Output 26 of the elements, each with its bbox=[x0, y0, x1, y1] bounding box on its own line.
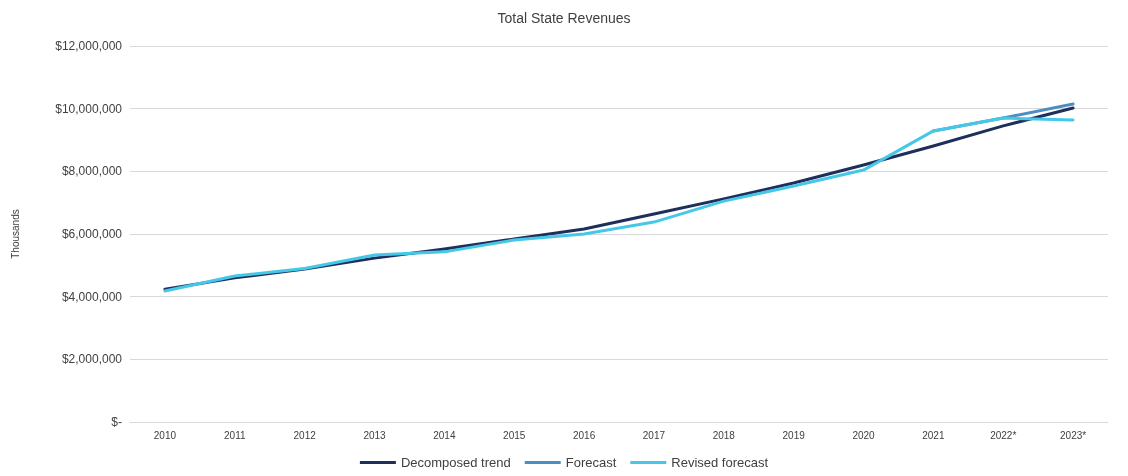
y-axis-title: Thousands bbox=[9, 209, 21, 259]
x-tick-label: 2019 bbox=[782, 429, 806, 441]
x-tick-label: 2015 bbox=[503, 429, 526, 441]
x-tick-label: 2016 bbox=[572, 429, 596, 441]
x-tick-label: 2011 bbox=[224, 429, 246, 441]
x-tick-label: 2013 bbox=[363, 429, 387, 441]
x-tick-label: 2012 bbox=[293, 429, 317, 441]
y-tick-label: $4,000,000 bbox=[61, 289, 123, 304]
y-tick-label: $10,000,000 bbox=[55, 101, 123, 116]
chart-title: Total State Revenues bbox=[497, 10, 631, 26]
y-tick-label: $8,000,000 bbox=[61, 164, 123, 179]
y-tick-label: $12,000,000 bbox=[55, 39, 123, 53]
x-tick-label: 2020 bbox=[852, 429, 876, 441]
x-tick-label: 2017 bbox=[642, 429, 666, 441]
x-tick-label: 2018 bbox=[712, 429, 736, 441]
y-tick-label: $6,000,000 bbox=[61, 227, 123, 241]
x-tick-label: 2014 bbox=[433, 429, 456, 441]
x-tick-label: 2021 bbox=[922, 429, 945, 441]
x-tick-label: 2022* bbox=[990, 429, 1017, 441]
y-tick-label: $2,000,000 bbox=[61, 352, 123, 367]
legend-label: Decomposed trend bbox=[400, 455, 511, 470]
legend-label: Revised forecast bbox=[671, 455, 769, 470]
x-tick-label: 2023* bbox=[1060, 429, 1087, 441]
legend-label: Forecast bbox=[565, 455, 617, 470]
y-tick-label: $- bbox=[111, 415, 122, 429]
x-tick-label: 2010 bbox=[153, 429, 177, 441]
